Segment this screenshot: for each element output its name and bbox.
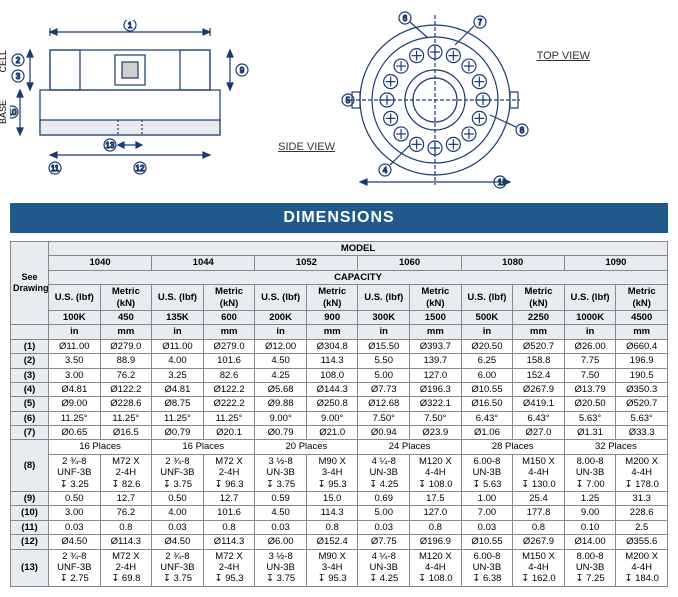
table-row: (3)3.0076.23.2582.64.25108.05.00127.06.0… <box>11 368 668 382</box>
base-label: BASE <box>0 100 8 124</box>
dimensions-table: See Drawing MODEL 1040 1044 1052 1060 10… <box>10 241 668 587</box>
svg-text:9: 9 <box>240 66 245 75</box>
svg-text:11: 11 <box>51 164 60 173</box>
unit-row: inmm inmm inmm inmm inmm inmm <box>11 325 668 339</box>
svg-text:2: 2 <box>16 56 21 65</box>
table-row: (12)Ø4.50Ø114.3Ø4.50Ø114.3Ø6.00Ø152.4Ø7.… <box>11 535 668 549</box>
table-row: (6)11.25°11.25°11.25°11.25°9.00°9.00°7.5… <box>11 411 668 425</box>
table-row: (5)Ø9.00Ø228.6Ø8.75Ø222.2Ø9.88Ø250.8Ø12.… <box>11 397 668 411</box>
svg-text:13: 13 <box>106 141 115 150</box>
table-row: (4)Ø4.81Ø122.2Ø4.81Ø122.2Ø5.68Ø144.3Ø7.7… <box>11 382 668 396</box>
svg-text:7: 7 <box>478 18 483 27</box>
table-row: (8)16 Places16 Places20 Places24 Places2… <box>11 440 668 454</box>
table-row: (13)2 ¾-8 UNF-3B ↧ 2.75M72 X 2-4H ↧ 69.8… <box>11 549 668 586</box>
table-row: (7)Ø0.65Ø16.5Ø0.79Ø20.1Ø0.79Ø21.0Ø0.94Ø2… <box>11 426 668 440</box>
model-header: MODEL <box>49 242 668 256</box>
cell-label: CELL <box>0 50 8 73</box>
side-view-diagram: CELL BASE <box>10 20 270 183</box>
top-view-diagram: 6 7 5 8 4 1 TOP VIEW <box>340 10 530 193</box>
table-row: 2 ¾-8 UNF-3B ↧ 3.25M72 X 2-4H ↧ 82.62 ¾-… <box>11 454 668 491</box>
unit-header-row: U.S. (lbf)Metric (kN) U.S. (lbf)Metric (… <box>11 285 668 311</box>
model-row: 1040 1044 1052 1060 1080 1090 <box>11 256 668 270</box>
svg-text:3: 3 <box>16 72 21 81</box>
side-view-svg: 2 3 10 9 1 11 12 13 <box>10 20 270 180</box>
capacity-header: CAPACITY <box>49 270 668 284</box>
diagram-row: CELL BASE <box>10 10 668 193</box>
see-drawing-header: See Drawing <box>11 242 49 325</box>
top-view-label: TOP VIEW <box>537 50 590 62</box>
table-row: (10)3.0076.24.00101.64.50114.35.00127.07… <box>11 506 668 520</box>
svg-text:12: 12 <box>136 164 145 173</box>
capacity-row: 100K450 135K600 200K900 300K1500 500K225… <box>11 310 668 324</box>
svg-text:5: 5 <box>346 96 351 105</box>
table-row: (9)0.5012.70.5012.70.5915.00.6917.51.002… <box>11 492 668 506</box>
svg-text:1: 1 <box>128 21 133 30</box>
dimensions-title-bar: DIMENSIONS <box>10 203 668 233</box>
svg-text:6: 6 <box>403 14 408 23</box>
svg-text:4: 4 <box>383 166 388 175</box>
table-row: (2)3.5088.94.00101.64.50114.35.50139.76.… <box>11 354 668 368</box>
svg-text:10: 10 <box>10 108 17 117</box>
svg-text:1: 1 <box>498 178 503 187</box>
table-row: (11)0.030.80.030.80.030.80.030.80.030.80… <box>11 520 668 534</box>
top-view-svg: 6 7 5 8 4 1 <box>340 10 530 190</box>
table-row: (1)Ø11.00Ø279.0Ø11.00Ø279.0Ø12.00Ø304.8Ø… <box>11 339 668 353</box>
svg-text:8: 8 <box>520 126 525 135</box>
side-view-label: SIDE VIEW <box>278 141 335 153</box>
